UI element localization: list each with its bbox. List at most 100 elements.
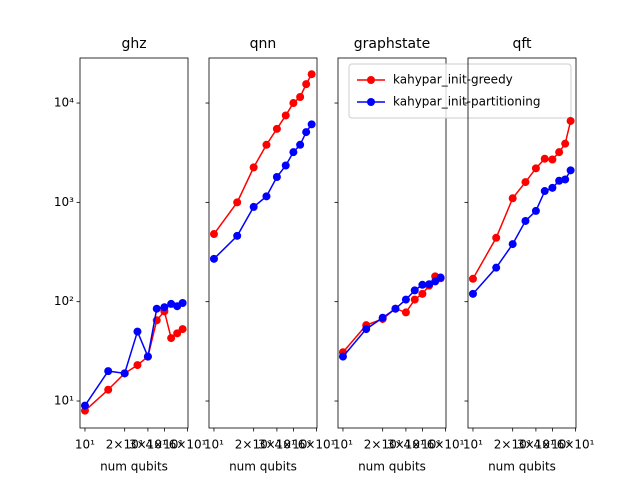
data-point — [302, 128, 311, 137]
data-point — [561, 139, 570, 148]
data-point — [209, 254, 218, 263]
data-point — [281, 111, 290, 120]
data-point — [133, 361, 142, 370]
data-point — [249, 163, 258, 172]
data-point — [233, 231, 242, 240]
x-tick-label: 6×10¹ — [298, 438, 336, 452]
data-point — [410, 286, 419, 295]
data-point — [425, 280, 434, 289]
x-tick-label: 2×10¹ — [106, 438, 144, 452]
data-point — [555, 176, 564, 185]
data-point — [289, 148, 298, 157]
data-point — [436, 273, 445, 282]
data-point — [418, 280, 427, 289]
subplot-title: qnn — [250, 36, 277, 52]
y-tick-label: 10¹ — [54, 394, 74, 408]
data-point — [167, 299, 176, 308]
x-tick-label: 6×10¹ — [557, 438, 595, 452]
x-tick-label: 10¹ — [463, 438, 483, 452]
subplot-title: graphstate — [354, 36, 430, 52]
x-tick-label: 3×10¹ — [129, 438, 167, 452]
data-point — [281, 161, 290, 170]
data-point — [307, 70, 316, 79]
data-point — [508, 194, 517, 203]
legend-label: kahypar_init-partitioning — [393, 95, 541, 109]
series-line — [84, 309, 184, 412]
x-tick-label: 6×10¹ — [427, 438, 465, 452]
axes-frame — [79, 57, 189, 429]
data-point — [362, 325, 371, 334]
data-point — [468, 274, 477, 283]
data-point — [492, 263, 501, 272]
data-point — [302, 80, 311, 89]
legend-label: kahypar_init-greedy — [393, 73, 513, 87]
x-tick-label: 2×10¹ — [494, 438, 532, 452]
data-point — [178, 299, 187, 308]
data-point — [289, 99, 298, 108]
x-tick-label: 10¹ — [204, 438, 224, 452]
data-point — [561, 175, 570, 184]
data-point — [104, 367, 113, 376]
data-point — [508, 240, 517, 249]
x-tick-label: 4×10¹ — [533, 438, 571, 452]
data-point — [133, 327, 142, 336]
data-point — [272, 124, 281, 133]
axes-frame — [208, 57, 318, 429]
x-axis-label: num qubits — [100, 460, 168, 474]
data-point — [296, 92, 305, 101]
data-point — [531, 164, 540, 173]
data-point — [173, 329, 182, 338]
data-point — [338, 352, 347, 361]
x-tick-label: 4×10¹ — [403, 438, 441, 452]
data-point — [566, 166, 575, 175]
data-point — [143, 352, 152, 361]
data-point — [80, 401, 89, 410]
y-tick-label: 10³ — [54, 195, 74, 209]
x-tick-label: 10¹ — [333, 438, 353, 452]
data-point — [307, 120, 316, 129]
data-point — [521, 216, 530, 225]
data-point — [233, 198, 242, 207]
data-point — [167, 334, 176, 343]
x-tick-label: 4×10¹ — [145, 438, 183, 452]
data-point — [272, 173, 281, 182]
x-tick-label: 4×10¹ — [274, 438, 312, 452]
data-point — [555, 148, 564, 157]
data-point — [178, 325, 187, 334]
axes-frame — [337, 57, 447, 429]
data-point — [540, 154, 549, 163]
data-point — [418, 289, 427, 298]
data-point — [401, 295, 410, 304]
x-tick-label: 3×10¹ — [258, 438, 296, 452]
data-point — [262, 192, 271, 201]
data-point — [209, 230, 218, 239]
data-point — [548, 183, 557, 192]
series-line — [84, 302, 184, 406]
y-tick-label: 10² — [54, 294, 74, 308]
data-point — [391, 304, 400, 313]
x-tick-label: 2×10¹ — [364, 438, 402, 452]
data-point — [262, 140, 271, 149]
data-point — [378, 313, 387, 322]
data-point — [521, 178, 530, 187]
y-tick-label: 10⁴ — [54, 96, 74, 110]
data-point — [296, 140, 305, 149]
x-tick-label: 10¹ — [75, 438, 95, 452]
x-axis-label: num qubits — [488, 460, 556, 474]
data-point — [160, 303, 169, 312]
data-point — [492, 233, 501, 242]
data-point — [410, 295, 419, 304]
axes-frame — [467, 57, 577, 429]
series-line — [213, 73, 313, 235]
data-point — [152, 304, 161, 313]
series-line — [472, 120, 572, 280]
data-point — [548, 155, 557, 164]
data-point — [120, 369, 129, 378]
legend-marker — [367, 98, 375, 106]
data-point — [566, 116, 575, 125]
legend-box — [348, 63, 572, 119]
data-point — [531, 206, 540, 215]
data-point — [468, 289, 477, 298]
x-axis-label: num qubits — [358, 460, 426, 474]
